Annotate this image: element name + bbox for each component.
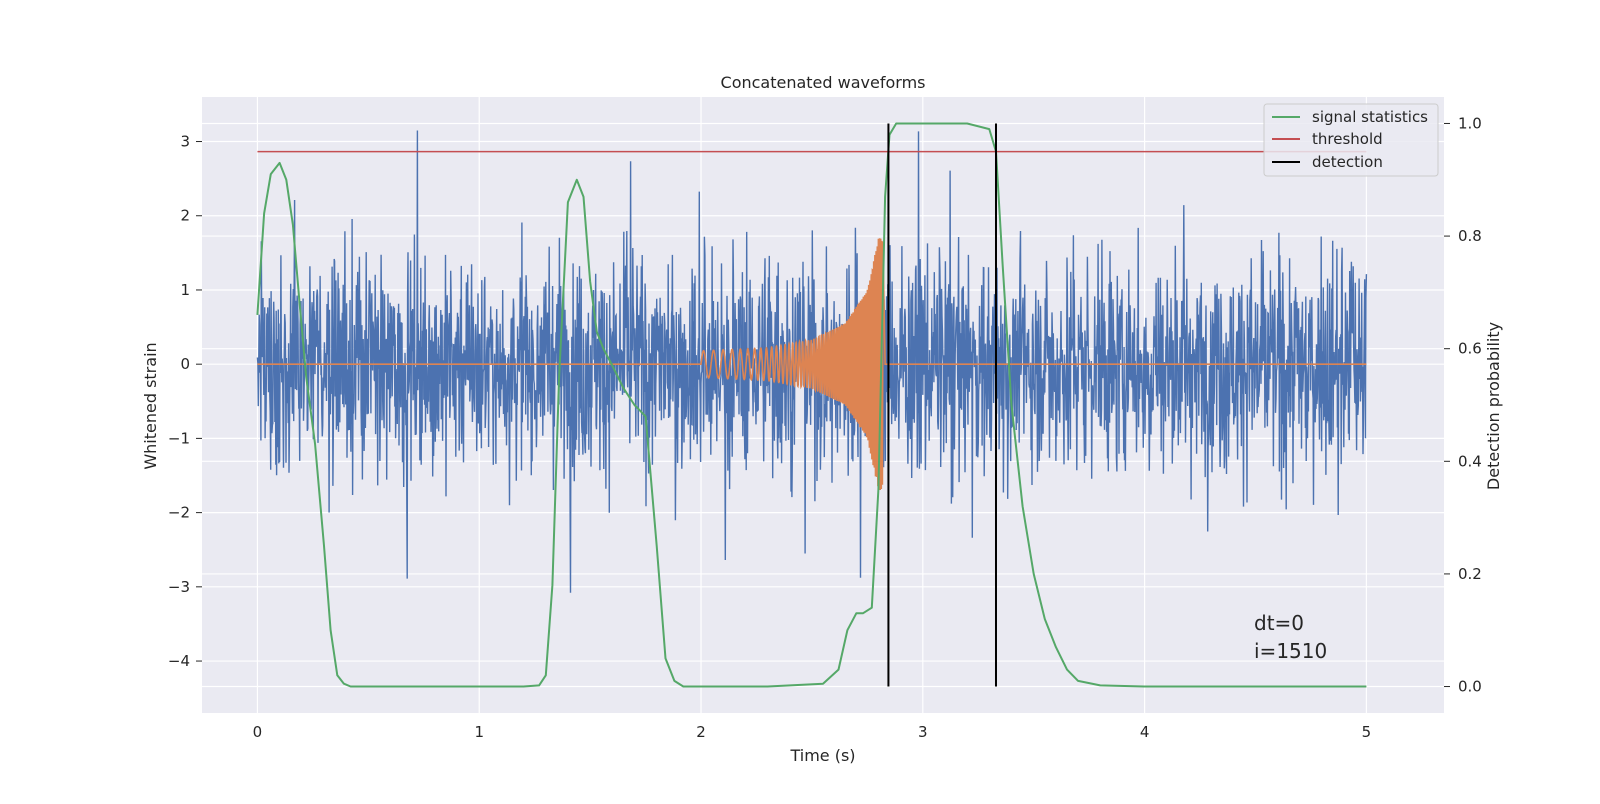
signal-statistics-series xyxy=(256,122,1367,688)
x-tick-label: 4 xyxy=(1140,723,1150,741)
legend-label-detection: detection xyxy=(1312,153,1383,171)
legend-label-signal-statistics: signal statistics xyxy=(1312,108,1428,126)
y2-tick-label: 0.4 xyxy=(1458,452,1482,470)
y-tick-label: 3 xyxy=(180,133,190,151)
y2-tick-label: 1.0 xyxy=(1458,114,1482,132)
y-tick-label: −1 xyxy=(168,429,190,447)
signal-statistics-line xyxy=(256,122,1367,688)
x-tick-label: 5 xyxy=(1362,723,1372,741)
legend-label-threshold: threshold xyxy=(1312,130,1383,148)
legend: signal statistics threshold detection xyxy=(1263,103,1439,177)
y2-tick-label: 0.0 xyxy=(1458,678,1482,696)
y2-tick-label: 0.8 xyxy=(1458,227,1482,245)
y-tick-label: −4 xyxy=(168,652,190,670)
y2-axis-label: Detection probability xyxy=(1484,322,1503,490)
y-tick-label: −3 xyxy=(168,578,190,596)
y2-tick-label: 0.6 xyxy=(1458,340,1482,358)
y-tick-label: 1 xyxy=(180,281,190,299)
chirp-line xyxy=(257,238,1367,491)
y-axis-label: Whitened strain xyxy=(141,342,160,469)
y-tick-label: −2 xyxy=(168,504,190,522)
x-tick-label: 2 xyxy=(696,723,706,741)
y-axis-right: 0.0 0.2 0.4 0.6 0.8 1.0 xyxy=(1444,114,1482,696)
x-tick-label: 0 xyxy=(253,723,263,741)
x-axis-label: Time (s) xyxy=(789,746,855,765)
annotation-dt: dt=0 xyxy=(1254,611,1304,635)
chart-title: Concatenated waveforms xyxy=(721,73,926,92)
annotation-index: i=1510 xyxy=(1254,639,1327,663)
x-tick-label: 1 xyxy=(474,723,484,741)
y-tick-label: 2 xyxy=(180,207,190,225)
detection-series xyxy=(887,123,997,687)
x-tick-label: 3 xyxy=(918,723,928,741)
chirp-series xyxy=(257,238,1367,491)
y2-tick-label: 0.2 xyxy=(1458,565,1482,583)
legend-box xyxy=(1263,103,1439,177)
x-axis: 0 1 2 3 4 5 xyxy=(253,723,1371,741)
y-axis-left: −4 −3 −2 −1 0 1 2 3 xyxy=(168,133,202,670)
y-tick-label: 0 xyxy=(180,355,190,373)
